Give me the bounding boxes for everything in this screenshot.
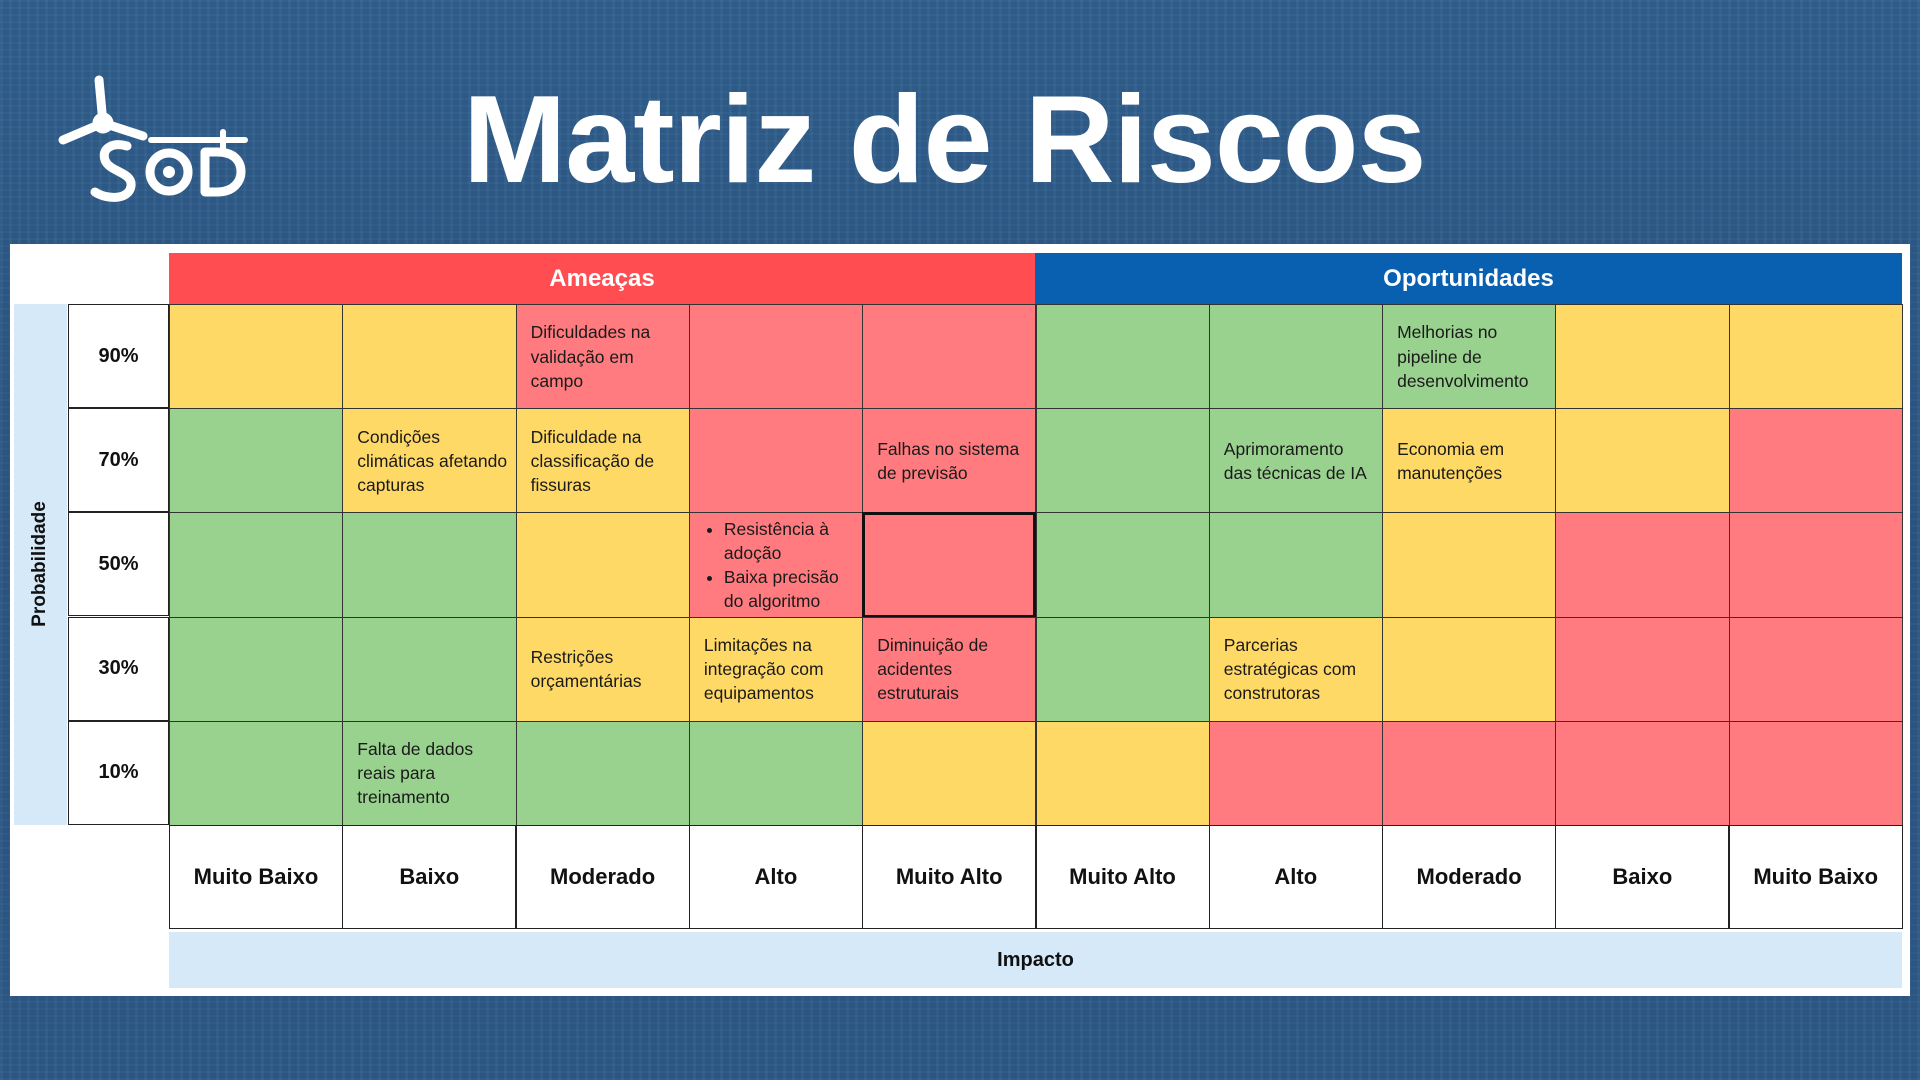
matrix-cell: Melhorias no pipeline de desenvolvimento: [1382, 304, 1557, 410]
matrix-cell: Resistência à adoçãoBaixa precisão do al…: [688, 512, 864, 618]
matrix-cell: [1035, 616, 1210, 722]
matrix-cell: Falta de dados reais para treinamento: [342, 720, 517, 826]
probability-row-label: 30%: [68, 616, 169, 721]
matrix-cell: [688, 720, 864, 826]
matrix-cell: [1555, 616, 1730, 722]
matrix-cell: [1382, 616, 1557, 722]
risk-list-item: Baixa precisão do algoritmo: [724, 565, 854, 613]
risk-text: Dificuldade na classificação de fissuras: [530, 426, 655, 495]
probability-axis-label: Probabilidade: [29, 501, 50, 627]
matrix-cell: Dificuldades na validação em campo: [515, 304, 690, 410]
matrix-cell: [515, 720, 690, 826]
matrix-cell: [1555, 512, 1730, 618]
matrix-cell: Aprimoramento das técnicas de IA: [1208, 408, 1384, 514]
risk-matrix: Ameaças Oportunidades Probabilidade Impa…: [10, 244, 1910, 996]
probability-row-label: 90%: [68, 304, 169, 408]
impact-column-label: Alto: [688, 825, 863, 929]
matrix-cell: [169, 720, 344, 826]
impact-column-label: Moderado: [1382, 825, 1557, 929]
matrix-cell: Parcerias estratégicas com construtoras: [1208, 616, 1384, 722]
matrix-cell: Economia em manutenções: [1382, 408, 1557, 514]
probability-row-label: 10%: [68, 720, 169, 825]
matrix-cell: [342, 512, 517, 618]
probability-row-label: 70%: [68, 408, 169, 513]
risk-text: Parcerias estratégicas com construtoras: [1223, 634, 1357, 704]
matrix-cell: Condições climáticas afetando capturas: [342, 408, 517, 514]
risk-text: Economia em manutenções: [1397, 438, 1505, 483]
risk-text: Aprimoramento das técnicas de IA: [1223, 438, 1367, 483]
opportunities-header: Oportunidades: [1035, 253, 1902, 304]
matrix-cell: [1382, 720, 1557, 826]
matrix-cell: [1208, 512, 1384, 618]
matrix-cell: [1728, 408, 1903, 514]
matrix-cell: [1555, 304, 1730, 410]
matrix-cell: Dificuldade na classificação de fissuras: [515, 408, 690, 514]
matrix-cell: [342, 616, 517, 722]
impact-column-label: Alto: [1208, 825, 1383, 929]
matrix-cell: [1035, 304, 1210, 410]
matrix-cell: [1728, 616, 1903, 722]
impact-column-label: Muito Baixo: [169, 825, 343, 929]
impact-column-label: Moderado: [515, 825, 690, 929]
risk-list: Resistência à adoçãoBaixa precisão do al…: [704, 517, 854, 614]
matrix-cell: [1035, 512, 1210, 618]
matrix-cell: [1555, 408, 1730, 514]
threats-header: Ameaças: [169, 253, 1035, 304]
page-title: Matriz de Riscos: [463, 71, 1426, 209]
matrix-cell: [862, 720, 1037, 826]
matrix-cell: [1208, 304, 1384, 410]
matrix-cell: Diminuição de acidentes estruturais: [862, 616, 1037, 722]
risk-list-item: Resistência à adoção: [724, 517, 854, 565]
matrix-cell: [1555, 720, 1730, 826]
impact-column-label: Muito Alto: [1035, 825, 1210, 929]
risk-text: Condições climáticas afetando capturas: [357, 426, 508, 495]
impact-column-label: Muito Baixo: [1728, 825, 1903, 929]
impact-column-label: Muito Alto: [862, 825, 1037, 929]
matrix-cell: Falhas no sistema de previsão: [862, 408, 1037, 514]
matrix-cell: [688, 408, 864, 514]
probability-axis: [14, 304, 67, 825]
risk-text: Dificuldades na validação em campo: [530, 322, 651, 391]
matrix-cell: [1728, 720, 1903, 826]
matrix-cell: [862, 512, 1037, 618]
matrix-cell: [688, 304, 864, 410]
matrix-cell: [515, 512, 690, 618]
matrix-cell: [169, 512, 344, 618]
matrix-cell: [1208, 720, 1384, 826]
matrix-cell: [1728, 512, 1903, 618]
matrix-cell: [342, 304, 517, 410]
risk-matrix-panel: Ameaças Oportunidades Probabilidade Impa…: [10, 244, 1910, 996]
matrix-cell: [1035, 408, 1210, 514]
impact-column-label: Baixo: [342, 825, 517, 929]
matrix-cell: [169, 304, 344, 410]
matrix-cell: [169, 408, 344, 514]
risk-text: Restrições orçamentárias: [530, 647, 642, 692]
probability-row-label: 50%: [68, 512, 169, 617]
risk-text: Melhorias no pipeline de desenvolvimento: [1397, 322, 1529, 391]
matrix-cell: [1035, 720, 1210, 826]
risk-text: Diminuição de acidentes estruturais: [877, 634, 989, 704]
risk-text: Limitações na integração com equipamento…: [703, 634, 824, 704]
matrix-cell: [1728, 304, 1903, 410]
impact-column-label: Baixo: [1555, 825, 1730, 929]
risk-text: Falta de dados reais para treinamento: [357, 739, 474, 808]
matrix-cell: [1382, 512, 1557, 618]
windmill-sod-logo: [58, 75, 248, 202]
matrix-cell: [169, 616, 344, 722]
risk-text: Falhas no sistema de previsão: [877, 438, 1020, 483]
matrix-cell: Restrições orçamentárias: [515, 616, 690, 722]
matrix-cell: [862, 304, 1037, 410]
impact-axis-label: Impacto: [169, 932, 1902, 988]
matrix-cell: Limitações na integração com equipamento…: [688, 616, 864, 722]
